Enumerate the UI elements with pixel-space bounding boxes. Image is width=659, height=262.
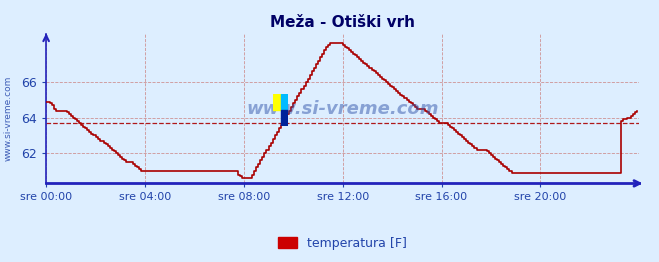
Title: Meža - Otiški vrh: Meža - Otiški vrh [270,15,415,30]
Text: www.si-vreme.com: www.si-vreme.com [3,75,13,161]
Text: www.si-vreme.com: www.si-vreme.com [246,100,439,118]
Legend: temperatura [F]: temperatura [F] [273,232,412,255]
Bar [281,110,288,126]
Bar [273,94,281,110]
Bar [281,94,288,110]
